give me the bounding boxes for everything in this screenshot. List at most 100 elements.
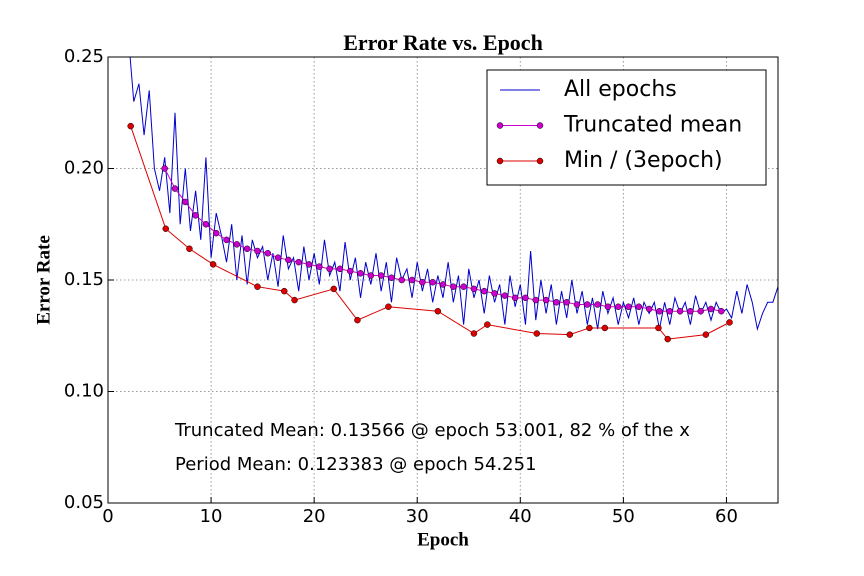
y-tick-label: 0.10	[64, 381, 104, 402]
point	[614, 303, 622, 311]
point	[460, 283, 467, 290]
point	[439, 281, 447, 288]
point	[707, 305, 715, 313]
x-tick-label: 60	[715, 506, 738, 527]
point	[171, 185, 179, 192]
point	[326, 265, 333, 273]
series-line	[129, 57, 778, 332]
point	[666, 307, 674, 315]
point	[254, 283, 261, 290]
x-tick-label: 10	[200, 506, 223, 527]
point	[316, 263, 323, 270]
point	[161, 165, 168, 172]
point	[186, 245, 193, 253]
point	[470, 330, 478, 337]
point	[501, 292, 509, 299]
point	[553, 299, 560, 306]
point	[635, 303, 643, 311]
legend-marker	[536, 122, 544, 129]
point	[419, 278, 426, 286]
point	[484, 321, 491, 328]
point	[127, 122, 134, 130]
y-tick-label: 0.15	[64, 269, 104, 290]
point	[233, 241, 241, 248]
point	[274, 254, 282, 261]
point	[209, 261, 217, 268]
annotation: Truncated Mean: 0.13566 @ epoch 53.001, …	[174, 420, 690, 441]
point	[264, 249, 272, 257]
point	[291, 296, 298, 304]
point	[182, 198, 189, 206]
legend-label: Min / (3epoch)	[564, 148, 723, 173]
point	[511, 294, 519, 302]
point	[573, 301, 581, 308]
point	[385, 303, 392, 311]
legend-box	[486, 69, 767, 186]
point	[604, 303, 612, 311]
point	[586, 324, 593, 332]
legend: All epochs Truncated mean Min / (3epoch)	[486, 69, 767, 186]
x-tick-label: 40	[509, 506, 532, 527]
ticks: 0 10 20 30 40 50 60 0.05 0.10 0.15 0.20 0.25	[64, 46, 738, 527]
point	[718, 307, 725, 315]
x-tick-label: 0	[102, 506, 113, 527]
legend-label: Truncated mean	[563, 113, 742, 138]
point	[676, 307, 684, 315]
point	[522, 294, 529, 302]
point	[542, 296, 550, 304]
point	[377, 272, 385, 279]
point	[429, 278, 436, 286]
point	[645, 305, 653, 313]
legend-marker	[496, 157, 504, 165]
y-tick-label: 0.05	[64, 492, 104, 513]
point	[655, 324, 662, 332]
point	[162, 225, 169, 232]
point	[702, 331, 710, 338]
point	[584, 301, 591, 308]
annotation: Period Mean: 0.123383 @ epoch 54.251	[175, 454, 537, 475]
point	[687, 307, 694, 315]
point	[470, 285, 478, 293]
point	[295, 258, 302, 266]
point	[330, 285, 337, 293]
point	[254, 247, 261, 255]
point	[243, 245, 251, 253]
point	[480, 287, 488, 295]
point	[601, 324, 609, 332]
point	[625, 303, 632, 311]
point	[697, 307, 704, 315]
point	[434, 307, 442, 315]
point	[726, 319, 733, 326]
point	[566, 331, 574, 338]
point	[367, 272, 375, 279]
point	[223, 236, 230, 244]
point	[563, 299, 570, 306]
x-axis-label: Epoch	[417, 529, 469, 550]
chart-title: Error Rate vs. Epoch	[343, 30, 543, 55]
point	[212, 229, 220, 237]
x-tick-label: 30	[406, 506, 429, 527]
point	[664, 335, 671, 343]
point	[491, 290, 498, 297]
point	[354, 316, 361, 324]
point	[388, 274, 395, 282]
point	[450, 283, 457, 290]
x-tick-label: 50	[612, 506, 635, 527]
point	[656, 307, 663, 315]
point	[398, 276, 406, 284]
point	[202, 221, 210, 228]
point	[533, 330, 541, 337]
plot-area	[127, 57, 778, 343]
point	[281, 287, 288, 295]
legend-label: All epochs	[564, 77, 677, 102]
point	[408, 276, 416, 284]
point	[336, 265, 344, 273]
legend-marker	[536, 157, 544, 165]
point	[532, 296, 540, 304]
legend-marker	[496, 122, 504, 129]
y-tick-label: 0.20	[64, 158, 104, 179]
point	[192, 212, 199, 219]
y-axis-label: Error Rate	[33, 235, 54, 325]
y-tick-label: 0.25	[64, 46, 104, 67]
